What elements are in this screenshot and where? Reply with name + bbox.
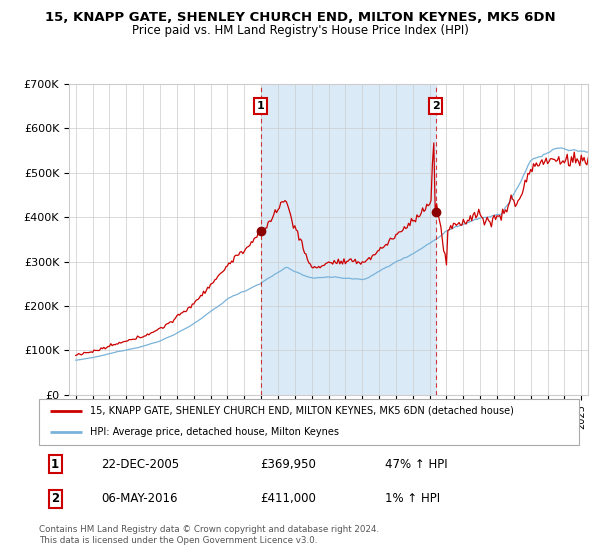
FancyBboxPatch shape — [39, 399, 579, 445]
Bar — [260, 84, 436, 395]
Text: £369,950: £369,950 — [260, 458, 316, 470]
Text: 47% ↑ HPI: 47% ↑ HPI — [385, 458, 447, 470]
Text: Price paid vs. HM Land Registry's House Price Index (HPI): Price paid vs. HM Land Registry's House … — [131, 24, 469, 36]
Text: 2: 2 — [432, 101, 440, 111]
Text: 1% ↑ HPI: 1% ↑ HPI — [385, 492, 440, 506]
Text: HPI: Average price, detached house, Milton Keynes: HPI: Average price, detached house, Milt… — [90, 427, 340, 437]
Text: Contains HM Land Registry data © Crown copyright and database right 2024.
This d: Contains HM Land Registry data © Crown c… — [39, 525, 379, 545]
Text: 15, KNAPP GATE, SHENLEY CHURCH END, MILTON KEYNES, MK5 6DN (detached house): 15, KNAPP GATE, SHENLEY CHURCH END, MILT… — [90, 406, 514, 416]
Text: 06-MAY-2016: 06-MAY-2016 — [101, 492, 178, 506]
Text: 2: 2 — [51, 492, 59, 506]
Text: 15, KNAPP GATE, SHENLEY CHURCH END, MILTON KEYNES, MK5 6DN: 15, KNAPP GATE, SHENLEY CHURCH END, MILT… — [44, 11, 556, 24]
Text: 22-DEC-2005: 22-DEC-2005 — [101, 458, 179, 470]
Text: 1: 1 — [257, 101, 265, 111]
Text: £411,000: £411,000 — [260, 492, 316, 506]
Text: 1: 1 — [51, 458, 59, 470]
